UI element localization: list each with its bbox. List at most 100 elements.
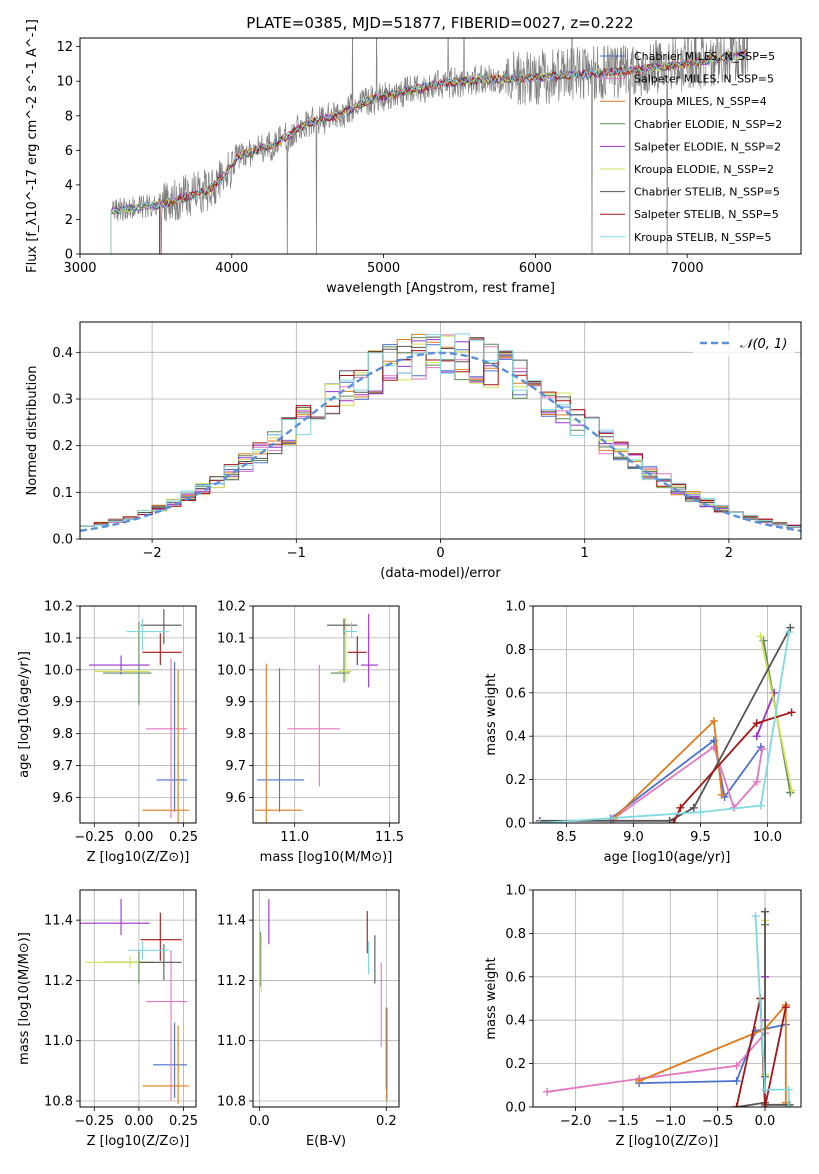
y-tick-label: 9.7: [52, 759, 73, 774]
x-tick-label: −1.5: [607, 1114, 639, 1129]
x-tick-label: 0.0: [755, 1114, 776, 1129]
series-marker: [752, 732, 761, 741]
y-tick-label: 0.0: [52, 533, 73, 548]
x-tick-label: 9.0: [623, 830, 644, 845]
series-marker: [784, 1103, 793, 1107]
series-line: [612, 719, 723, 820]
legend-entry: Salpeter MILES, N_SSP=5: [634, 73, 774, 86]
y-tick-label: 9.9: [225, 695, 246, 710]
mass-vs-ebv-points: [260, 899, 388, 1101]
age-vs-mass-grid: [253, 605, 399, 823]
y-tick-label: 11.0: [217, 1034, 246, 1049]
weight-vs-age-series: [752, 688, 779, 741]
mass-vs-metallicity-panel: −0.25 0.00 0.25 10.8 11.0 11.2 11.4 Z [log10(Z/…: [17, 889, 198, 1149]
age-vs-Z-ticks: −0.25 0.00 0.25 9.6 9.7 9.8 9.9 10.0 10.1 10.2: [44, 600, 198, 846]
weight-vs-Z-series: [635, 1001, 790, 1107]
series-marker: [785, 1100, 794, 1107]
series-marker: [717, 790, 726, 799]
y-tick-label: 0.0: [505, 817, 526, 832]
weight-vs-age-series: [609, 717, 726, 823]
observed-spectrum-line: [110, 38, 749, 254]
series-marker: [535, 819, 544, 823]
y-tick-label: 9.7: [225, 759, 246, 774]
mass-vs-Z-plot-area: [80, 899, 189, 1104]
weight-vs-age-ticks: 8.5 9.0 9.5 10.0 0.0 0.2 0.4 0.6 0.8 1.0: [505, 600, 782, 846]
weight-vs-Z-ticks: −2.0 −1.5 −1.0 −0.5 0.0 0.0 0.2 0.4 0.6 0.8 1.0: [505, 884, 775, 1130]
mass-vs-ebv-frame: [252, 889, 400, 1108]
age-vs-mass-panel: 11.0 11.5 9.6 9.7 9.8 9.9 10.0 10.1 10.2 mass [lo…: [217, 600, 404, 866]
y-tick-label: 10.1: [217, 631, 246, 646]
series-marker: [758, 745, 767, 754]
y-tick-label: 0.4: [505, 730, 526, 745]
y-tick-label: 10.8: [44, 1094, 73, 1109]
y-tick-label: 10.8: [217, 1094, 246, 1109]
series-marker: [635, 1076, 644, 1085]
legend-entry: Salpeter STELIB, N_SSP=5: [634, 208, 779, 221]
y-tick-label: 0.4: [52, 346, 73, 361]
age-vs-Z-frame: [79, 605, 197, 824]
residuals-y-axis-label: Normed distribution: [25, 366, 40, 496]
series-marker: [787, 708, 796, 717]
gaussian-reference-curve: [80, 351, 801, 532]
legend-entry: Kroupa MILES, N_SSP=4: [634, 95, 767, 108]
spectrum-frame: [79, 37, 802, 255]
y-tick-label: 10.0: [217, 663, 246, 678]
y-tick-label: 10.1: [44, 631, 73, 646]
x-tick-label: −0.25: [74, 830, 114, 845]
y-tick-label: 8: [65, 109, 73, 124]
weight-vs-Z-x-axis-label: Z [log10(Z/Z⊙)]: [616, 1134, 719, 1149]
spectrum-legend: Chabrier MILES, N_SSP=5 Salpeter MILES, N…: [600, 50, 782, 244]
series-marker: [756, 801, 765, 810]
y-tick-label: 1.0: [505, 884, 526, 899]
x-tick-label: 6000: [519, 261, 552, 276]
weight-vs-Z-frame: [532, 889, 802, 1108]
series-marker: [732, 1103, 741, 1107]
x-tick-label: 0: [436, 546, 444, 561]
legend-entry: Chabrier STELIB, N_SSP=5: [634, 186, 780, 199]
mass-vs-ebv-ticks: 0.0 0.2 10.8 11.0 11.2 11.4: [217, 914, 397, 1129]
y-tick-label: 2: [65, 213, 73, 228]
x-tick-label: 10.0: [753, 830, 782, 845]
residuals-plot-area: [80, 333, 801, 532]
weight-vs-Z-series: [543, 1029, 770, 1096]
residuals-x-axis-label: (data-model)/error: [380, 566, 501, 581]
legend-entry: Salpeter ELODIE, N_SSP=2: [634, 140, 781, 153]
y-tick-label: 0.8: [505, 927, 526, 942]
mass-vs-Z-y-axis-label: mass [log10(M/M⊙)]: [17, 932, 32, 1065]
y-tick-label: 9.6: [225, 791, 246, 806]
x-tick-label: 2: [725, 546, 733, 561]
y-tick-label: 11.2: [217, 974, 246, 989]
x-tick-label: −0.25: [74, 1114, 114, 1129]
series-marker: [787, 786, 796, 795]
weight-vs-age-y-axis-label: mass weight: [484, 673, 499, 755]
series-line: [547, 1032, 766, 1093]
y-tick-label: 10.2: [217, 600, 246, 615]
x-tick-label: −1.0: [655, 1114, 687, 1129]
series-marker: [752, 719, 761, 728]
series-marker: [784, 1085, 793, 1094]
residuals-frame: [79, 321, 802, 540]
weight-vs-age-panel: 8.5 9.0 9.5 10.0 0.0 0.2 0.4 0.6 0.8 1.0 age [log1…: [484, 600, 802, 865]
mass-vs-ebv-plot-area: [260, 899, 388, 1101]
series-marker: [751, 912, 760, 921]
y-tick-label: 0.1: [52, 486, 73, 501]
series-line: [754, 915, 790, 1107]
y-tick-label: 0.2: [52, 439, 73, 454]
x-tick-label: 11.5: [375, 830, 404, 845]
spectrum-plot-area: [110, 38, 749, 254]
series-marker: [696, 808, 705, 817]
x-tick-label: 7000: [671, 261, 704, 276]
y-tick-label: 0.0: [505, 1101, 526, 1116]
y-tick-label: 11.2: [44, 974, 73, 989]
legend-entry: Kroupa ELODIE, N_SSP=2: [634, 163, 774, 176]
weight-vs-Z-series: [751, 912, 793, 1107]
y-tick-label: 10: [56, 75, 73, 90]
x-tick-label: 3000: [63, 261, 96, 276]
mass-vs-Z-x-axis-label: Z [log10(Z/Z⊙)]: [87, 1134, 190, 1149]
series-line: [638, 1002, 787, 1103]
spectrum-y-axis-label: Flux [f_λ10^-17 erg cm^-2 s^-1 A^-1]: [25, 19, 40, 273]
series-marker: [786, 623, 795, 632]
y-tick-label: 0.4: [505, 1014, 526, 1029]
age-vs-Z-x-axis-label: Z [log10(Z/Z⊙)]: [87, 850, 190, 865]
